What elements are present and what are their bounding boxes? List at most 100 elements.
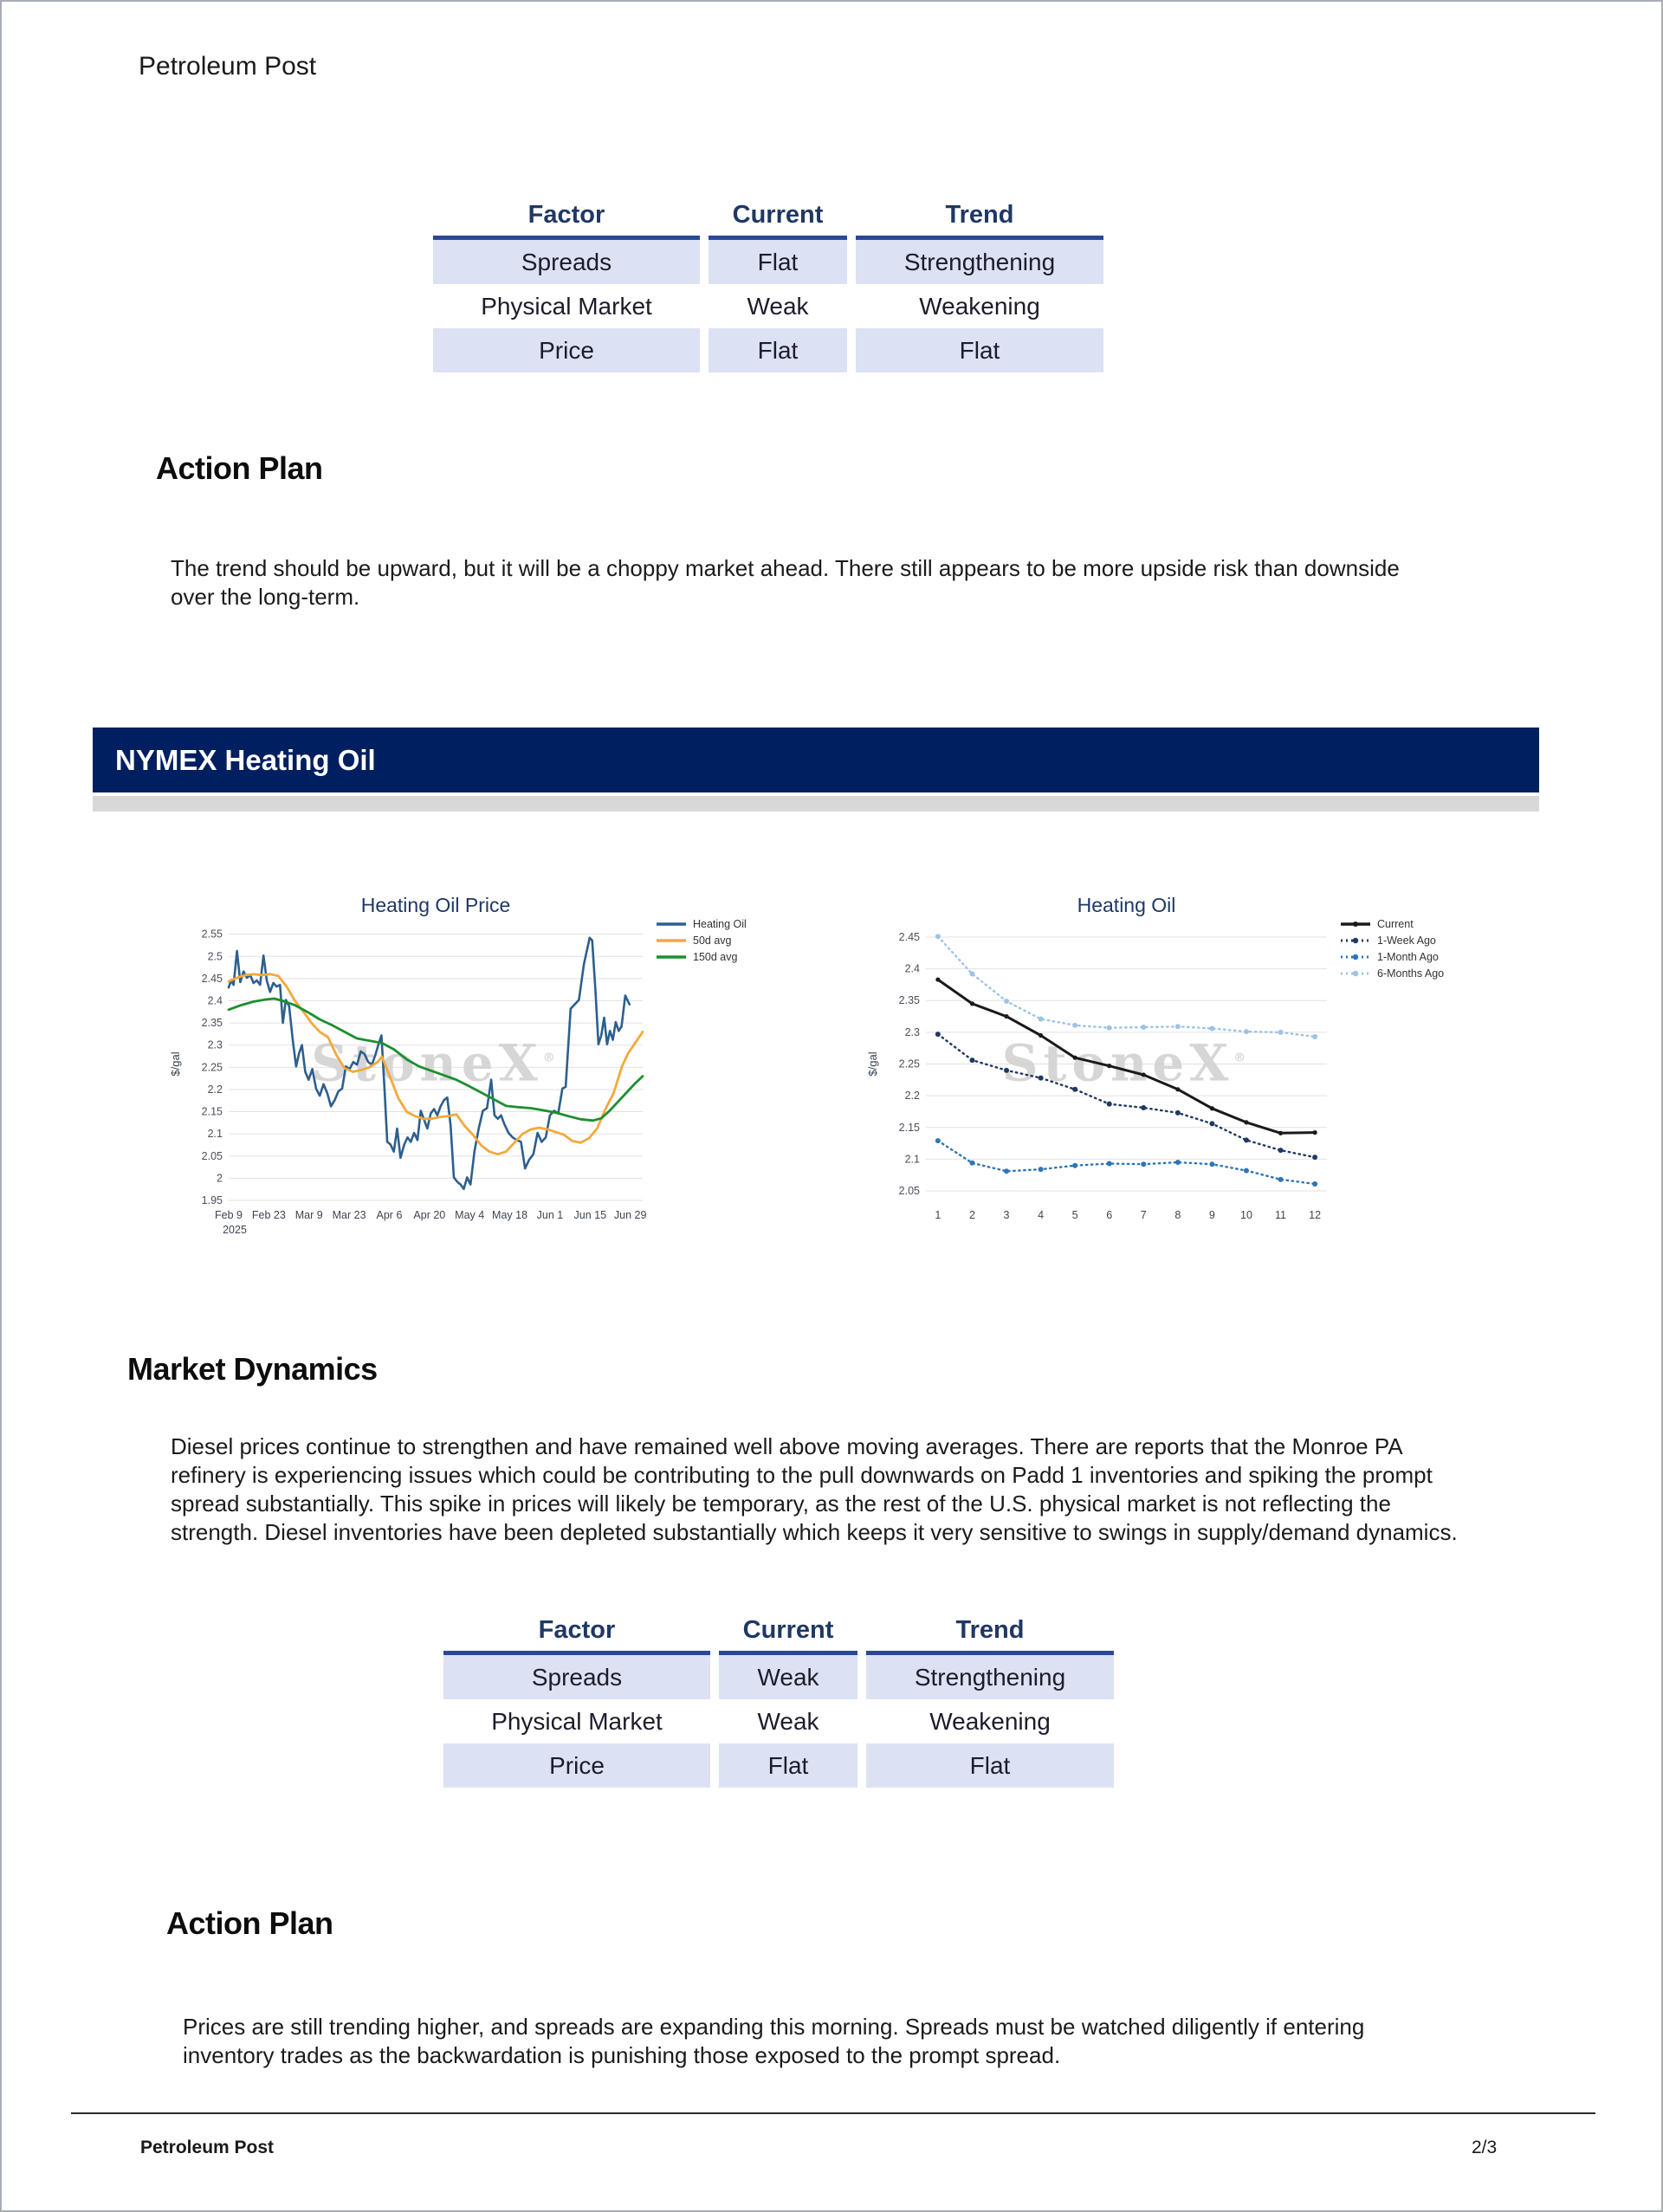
svg-text:4: 4 [1038, 1209, 1044, 1221]
dynamics-table: Factor Current Trend Spreads Weak Streng… [443, 1614, 1114, 1788]
section-banner-underline [93, 796, 1539, 812]
table-header-current: Current [719, 1614, 857, 1655]
svg-text:2.15: 2.15 [202, 1106, 223, 1118]
svg-text:2.55: 2.55 [202, 928, 223, 941]
svg-text:2.3: 2.3 [208, 1039, 223, 1051]
table-header-trend: Trend [866, 1614, 1114, 1655]
svg-text:Apr 6: Apr 6 [377, 1209, 403, 1221]
table-cell: Price [443, 1743, 710, 1788]
svg-text:May 18: May 18 [492, 1209, 527, 1221]
heating-oil-forward-curve-chart: 2.052.12.152.22.252.32.352.42.451 2 3 4 5 6 7 8… [866, 894, 1444, 1221]
svg-text:Jun 15: Jun 15 [574, 1209, 607, 1221]
svg-text:Jun 29: Jun 29 [614, 1209, 647, 1221]
svg-text:Current: Current [1377, 918, 1414, 930]
svg-text:Mar 23: Mar 23 [333, 1209, 366, 1221]
footer-divider [71, 2112, 1595, 2114]
table-cell: Strengthening [866, 1655, 1114, 1699]
svg-text:2.45: 2.45 [202, 973, 223, 985]
svg-text:Mar 9: Mar 9 [295, 1209, 323, 1221]
table-cell: Weak [757, 1708, 819, 1735]
table-cell: Flat [856, 328, 1103, 372]
footer-page-number: 2/3 [1472, 2138, 1498, 2157]
section-banner-label: NYMEX Heating Oil [115, 744, 376, 776]
svg-text:150d avg: 150d avg [693, 951, 737, 963]
svg-text:2.05: 2.05 [202, 1150, 223, 1162]
svg-text:8: 8 [1174, 1209, 1181, 1221]
table-cell: Price [433, 328, 700, 372]
svg-text:Heating Oil Price: Heating Oil Price [361, 894, 511, 916]
table-cell: Weak [747, 293, 809, 320]
svg-text:7: 7 [1141, 1209, 1147, 1221]
table-header-factor: Factor [443, 1614, 710, 1655]
svg-text:2.3: 2.3 [905, 1026, 920, 1038]
svg-text:2.15: 2.15 [899, 1122, 920, 1134]
svg-text:2.2: 2.2 [905, 1090, 920, 1102]
svg-text:StoneX®: StoneX® [311, 1033, 560, 1092]
svg-text:Feb 9: Feb 9 [215, 1209, 243, 1221]
table-header-current: Current [709, 199, 847, 240]
svg-text:2.25: 2.25 [202, 1061, 223, 1073]
svg-text:2.45: 2.45 [899, 931, 920, 943]
svg-text:1: 1 [935, 1209, 941, 1221]
svg-text:9: 9 [1209, 1209, 1215, 1221]
svg-text:50d avg: 50d avg [693, 935, 732, 947]
table-header-trend: Trend [856, 199, 1103, 240]
svg-text:$/gal: $/gal [866, 1051, 879, 1076]
svg-text:2.1: 2.1 [208, 1128, 223, 1140]
svg-text:2.4: 2.4 [208, 995, 223, 1007]
svg-text:6: 6 [1106, 1209, 1112, 1221]
action-plan-heading-1: Action Plan [156, 450, 323, 486]
svg-text:2.2: 2.2 [208, 1083, 223, 1096]
table-cell: Strengthening [856, 240, 1103, 284]
svg-text:2.4: 2.4 [905, 963, 920, 975]
svg-text:$/gal: $/gal [169, 1051, 182, 1076]
svg-text:StoneX®: StoneX® [1002, 1033, 1251, 1092]
svg-text:2.35: 2.35 [899, 994, 920, 1006]
market-dynamics-heading: Market Dynamics [127, 1350, 378, 1387]
svg-text:12: 12 [1309, 1209, 1321, 1221]
svg-text:1-Month Ago: 1-Month Ago [1377, 951, 1439, 963]
svg-text:1.95: 1.95 [202, 1194, 223, 1206]
svg-text:2: 2 [217, 1172, 223, 1184]
table-cell: Weak [719, 1655, 857, 1699]
table-cell: Weakening [929, 1708, 1051, 1735]
svg-text:6-Months Ago: 6-Months Ago [1377, 967, 1444, 980]
table-cell: Flat [719, 1743, 857, 1788]
svg-text:2025: 2025 [223, 1224, 247, 1236]
svg-text:Apr 20: Apr 20 [413, 1209, 445, 1221]
table-cell: Spreads [443, 1655, 710, 1699]
market-dynamics-text: Diesel prices continue to strengthen and… [171, 1433, 1458, 1545]
heating-oil-price-chart: 1.95 2 2.05 2.1 2.15 2.2 2.25 2.3 2.35 2.4 2.45 2.5… [169, 894, 747, 1236]
table-cell: Physical Market [481, 293, 652, 320]
summary-table: Factor Current Trend Spreads Flat Streng… [433, 199, 1103, 372]
svg-text:Heating Oil: Heating Oil [693, 918, 747, 930]
svg-text:2.25: 2.25 [899, 1058, 920, 1070]
table-cell: Flat [709, 328, 847, 372]
table-cell: Flat [709, 240, 847, 284]
section-banner: NYMEX Heating Oil [93, 728, 1539, 792]
table-cell: Physical Market [491, 1708, 663, 1735]
svg-text:11: 11 [1275, 1209, 1286, 1221]
action-plan-heading-2: Action Plan [166, 1905, 333, 1941]
svg-text:2.35: 2.35 [202, 1017, 223, 1029]
action-plan-text-1: The trend should be upward, but it will … [171, 555, 1400, 610]
page-title: Petroleum Post [139, 52, 317, 81]
svg-text:2.05: 2.05 [899, 1185, 920, 1197]
table-cell: Flat [866, 1743, 1114, 1788]
svg-text:2.1: 2.1 [905, 1153, 920, 1165]
table-header-factor: Factor [433, 199, 700, 240]
svg-text:Jun 1: Jun 1 [537, 1209, 564, 1221]
svg-text:5: 5 [1072, 1209, 1078, 1221]
svg-text:2: 2 [969, 1209, 975, 1221]
svg-text:1-Week Ago: 1-Week Ago [1377, 935, 1436, 947]
svg-text:Heating Oil: Heating Oil [1077, 894, 1176, 916]
svg-text:10: 10 [1240, 1209, 1252, 1221]
table-cell: Spreads [433, 240, 700, 284]
svg-text:Feb 23: Feb 23 [252, 1209, 286, 1221]
action-plan-text-2: Prices are still trending higher, and sp… [183, 2014, 1365, 2068]
table-cell: Weakening [919, 293, 1040, 320]
svg-text:3: 3 [1004, 1209, 1010, 1221]
svg-text:May 4: May 4 [455, 1209, 484, 1221]
svg-text:2.5: 2.5 [208, 950, 223, 962]
